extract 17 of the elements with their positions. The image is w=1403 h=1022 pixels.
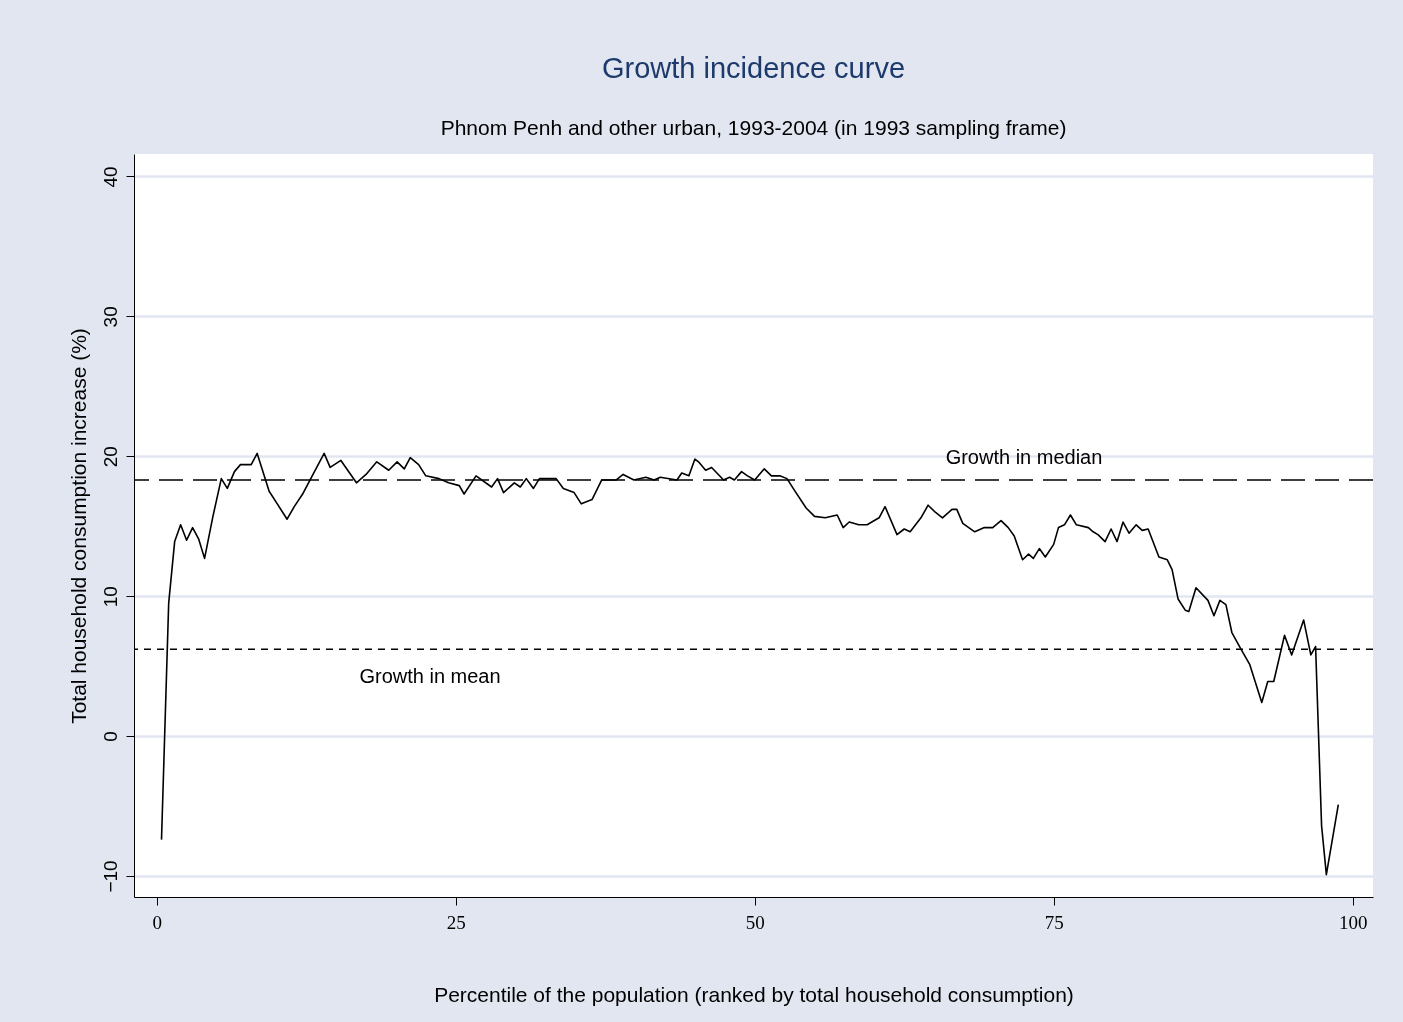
y-tick-label: 20 bbox=[99, 446, 121, 468]
x-tick-label: 25 bbox=[446, 911, 466, 933]
y-tick-label: 30 bbox=[99, 306, 121, 328]
chart-title: Growth incidence curve bbox=[601, 52, 906, 84]
chart-subtitle: Phnom Penh and other urban, 1993-2004 (in 1993 sampling frame) bbox=[440, 116, 1067, 139]
x-axis-title: Percentile of the population (ranked by total household consumption) bbox=[434, 982, 1074, 1006]
ref-line-label: Growth in mean bbox=[359, 665, 501, 688]
x-tick-label: 75 bbox=[1044, 911, 1064, 933]
x-tick-label: 0 bbox=[152, 911, 162, 933]
y-axis-title: Total household consumption increase (%) bbox=[66, 328, 90, 724]
y-tick-label: 0 bbox=[99, 731, 121, 742]
x-tick-label: 50 bbox=[745, 911, 765, 933]
ref-line-label: Growth in median bbox=[945, 446, 1103, 469]
y-tick-label: 40 bbox=[99, 166, 121, 188]
y-tick-label: −10 bbox=[99, 860, 121, 893]
x-tick-label: 100 bbox=[1338, 911, 1368, 933]
y-tick-label: 10 bbox=[99, 586, 121, 608]
